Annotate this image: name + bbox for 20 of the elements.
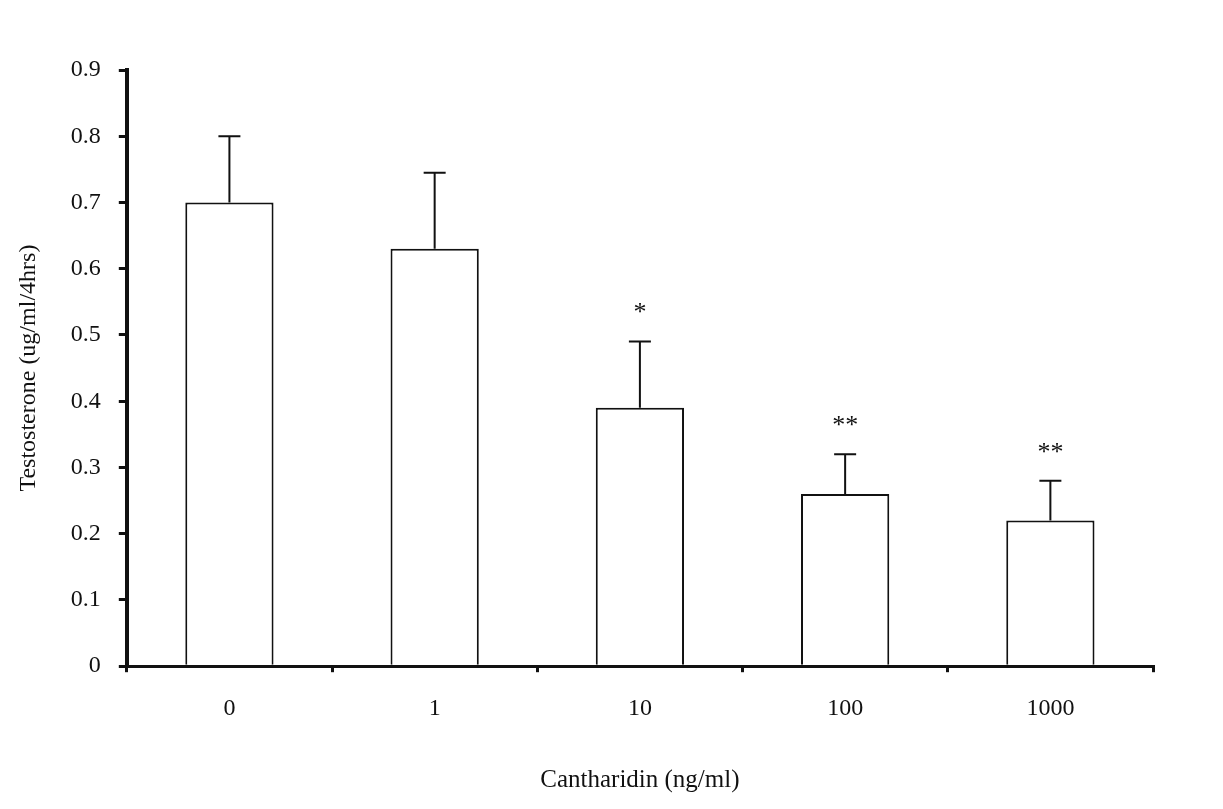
y-tick-label: 0.6 bbox=[70, 254, 101, 281]
annotation: ** bbox=[832, 410, 859, 440]
x-tick-label: 100 bbox=[827, 693, 864, 720]
x-tick-label: 10 bbox=[627, 693, 652, 720]
y-tick-label: 0.9 bbox=[70, 55, 101, 82]
y-tick-label: 0 bbox=[88, 651, 101, 678]
x-tick-label: 1 bbox=[428, 693, 441, 720]
y-tick-label: 0.2 bbox=[70, 519, 101, 546]
y-tick-label: 0.1 bbox=[70, 585, 101, 612]
y-tick-label: 0.3 bbox=[70, 452, 101, 479]
x-tick-label: 1000 bbox=[1026, 693, 1075, 720]
annotation: * bbox=[633, 297, 647, 327]
y-tick-label: 0.7 bbox=[70, 187, 101, 214]
x-axis-title: Cantharidin (ng/ml) bbox=[540, 764, 740, 793]
y-axis-title: Testosterone (ug/ml/4hrs) bbox=[13, 244, 40, 492]
y-tick-label: 0.5 bbox=[70, 320, 101, 347]
x-tick-label: 0 bbox=[223, 693, 236, 720]
y-tick-label: 0.4 bbox=[70, 386, 101, 413]
annotation: ** bbox=[1037, 436, 1064, 466]
y-tick-label: 0.8 bbox=[70, 121, 101, 148]
